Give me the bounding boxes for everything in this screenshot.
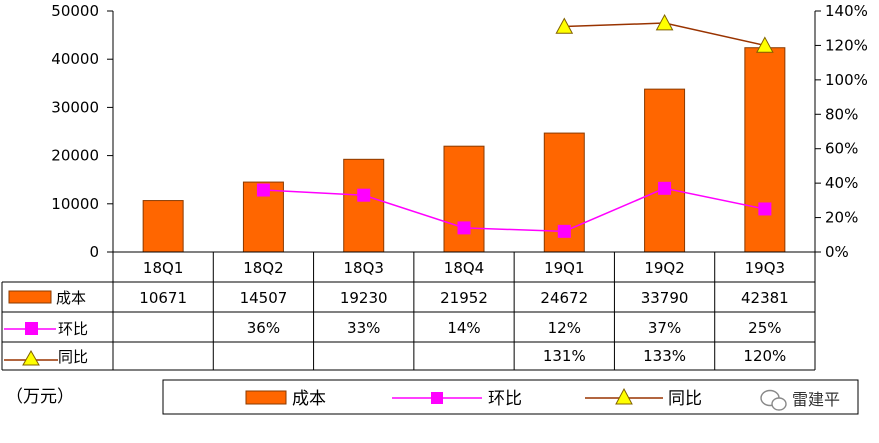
table-key-cost-swatch — [8, 290, 52, 304]
table-key-yoy-marker — [22, 349, 40, 366]
table-row-label-cost: 成本 — [56, 289, 86, 307]
unit-label: （万元） — [6, 387, 74, 407]
table-cell-cost: 19230 — [340, 289, 388, 307]
y-left-tick-label: 40000 — [51, 50, 99, 68]
bar-cost — [343, 158, 385, 253]
watermark-text: 雷建平 — [792, 390, 840, 409]
yoy-point — [756, 36, 774, 53]
table-cell-cost: 33790 — [641, 289, 689, 307]
y-right-tick-label: 20% — [825, 209, 858, 227]
x-tick-label: 18Q2 — [243, 259, 283, 277]
yoy-point — [555, 17, 574, 34]
legend-cost-label: 成本 — [292, 389, 326, 409]
mom-line — [263, 187, 766, 233]
table-cell-mom: 36% — [247, 319, 280, 337]
table-cell-cost: 21952 — [440, 289, 488, 307]
watermark: 雷建平 — [760, 389, 840, 411]
table-cell-yoy: 120% — [743, 347, 786, 365]
table-cell-cost: 42381 — [741, 289, 789, 307]
mom-point — [758, 202, 772, 216]
mom-point — [557, 224, 571, 238]
y-left-tick-label: 10000 — [51, 195, 99, 213]
y-right-tick-label: 60% — [825, 140, 858, 158]
legend-yoy-label: 同比 — [668, 389, 702, 409]
y-right-tick-label: 140% — [825, 2, 868, 20]
mom-point — [357, 188, 371, 202]
legend-yoy-marker — [615, 387, 633, 405]
x-tick-label: 18Q3 — [343, 259, 383, 277]
legend-cost-swatch — [245, 390, 287, 405]
lines-group — [256, 13, 774, 238]
axes-group: 0 10000 20000 30000 40000 50000 0% 20% 40% 60% 80%… — [51, 2, 868, 261]
x-tick-label: 19Q2 — [644, 259, 684, 277]
mom-point — [457, 221, 471, 235]
bar-cost — [644, 88, 686, 253]
y-left-tick-label: 0 — [89, 243, 99, 261]
legend: 成本 环比 同比 — [162, 379, 859, 415]
bar-cost — [744, 47, 786, 253]
table-cell-mom: 37% — [648, 319, 681, 337]
legend-mom-marker — [431, 392, 443, 404]
mom-point — [658, 181, 672, 195]
table-row-label-mom: 环比 — [58, 320, 88, 338]
bars-group — [142, 47, 786, 253]
x-tick-label: 19Q3 — [745, 259, 785, 277]
table-cell-yoy: 133% — [643, 347, 686, 365]
bar-cost — [443, 145, 485, 253]
table-cell-cost: 14507 — [240, 289, 288, 307]
table-key-mom-marker — [25, 322, 38, 335]
table-cell-cost: 10671 — [139, 289, 187, 307]
table-cell-mom: 33% — [347, 319, 380, 337]
x-tick-label: 19Q1 — [544, 259, 584, 277]
mom-point — [256, 183, 270, 197]
table-cell-mom: 14% — [447, 319, 480, 337]
table-cell-yoy: 131% — [543, 347, 586, 365]
y-right-tick-label: 0% — [825, 243, 849, 261]
table-row-label-yoy: 同比 — [58, 348, 88, 366]
y-right-tick-label: 80% — [825, 105, 858, 123]
y-left-tick-label: 30000 — [51, 98, 99, 116]
x-tick-label: 18Q1 — [143, 259, 183, 277]
table-cell-mom: 25% — [748, 319, 781, 337]
table-cell-cost: 24672 — [540, 289, 588, 307]
table-cell-mom: 12% — [548, 319, 581, 337]
y-right-tick-label: 100% — [825, 71, 868, 89]
yoy-point — [655, 13, 674, 31]
bar-cost — [142, 200, 184, 253]
y-left-tick-label: 20000 — [51, 147, 99, 165]
legend-mom-label: 环比 — [488, 389, 522, 409]
x-tick-label: 18Q4 — [444, 259, 484, 277]
wechat-icon — [760, 389, 787, 411]
y-right-tick-label: 120% — [825, 36, 868, 54]
y-left-tick-label: 50000 — [51, 2, 99, 20]
y-right-tick-label: 40% — [825, 174, 858, 192]
